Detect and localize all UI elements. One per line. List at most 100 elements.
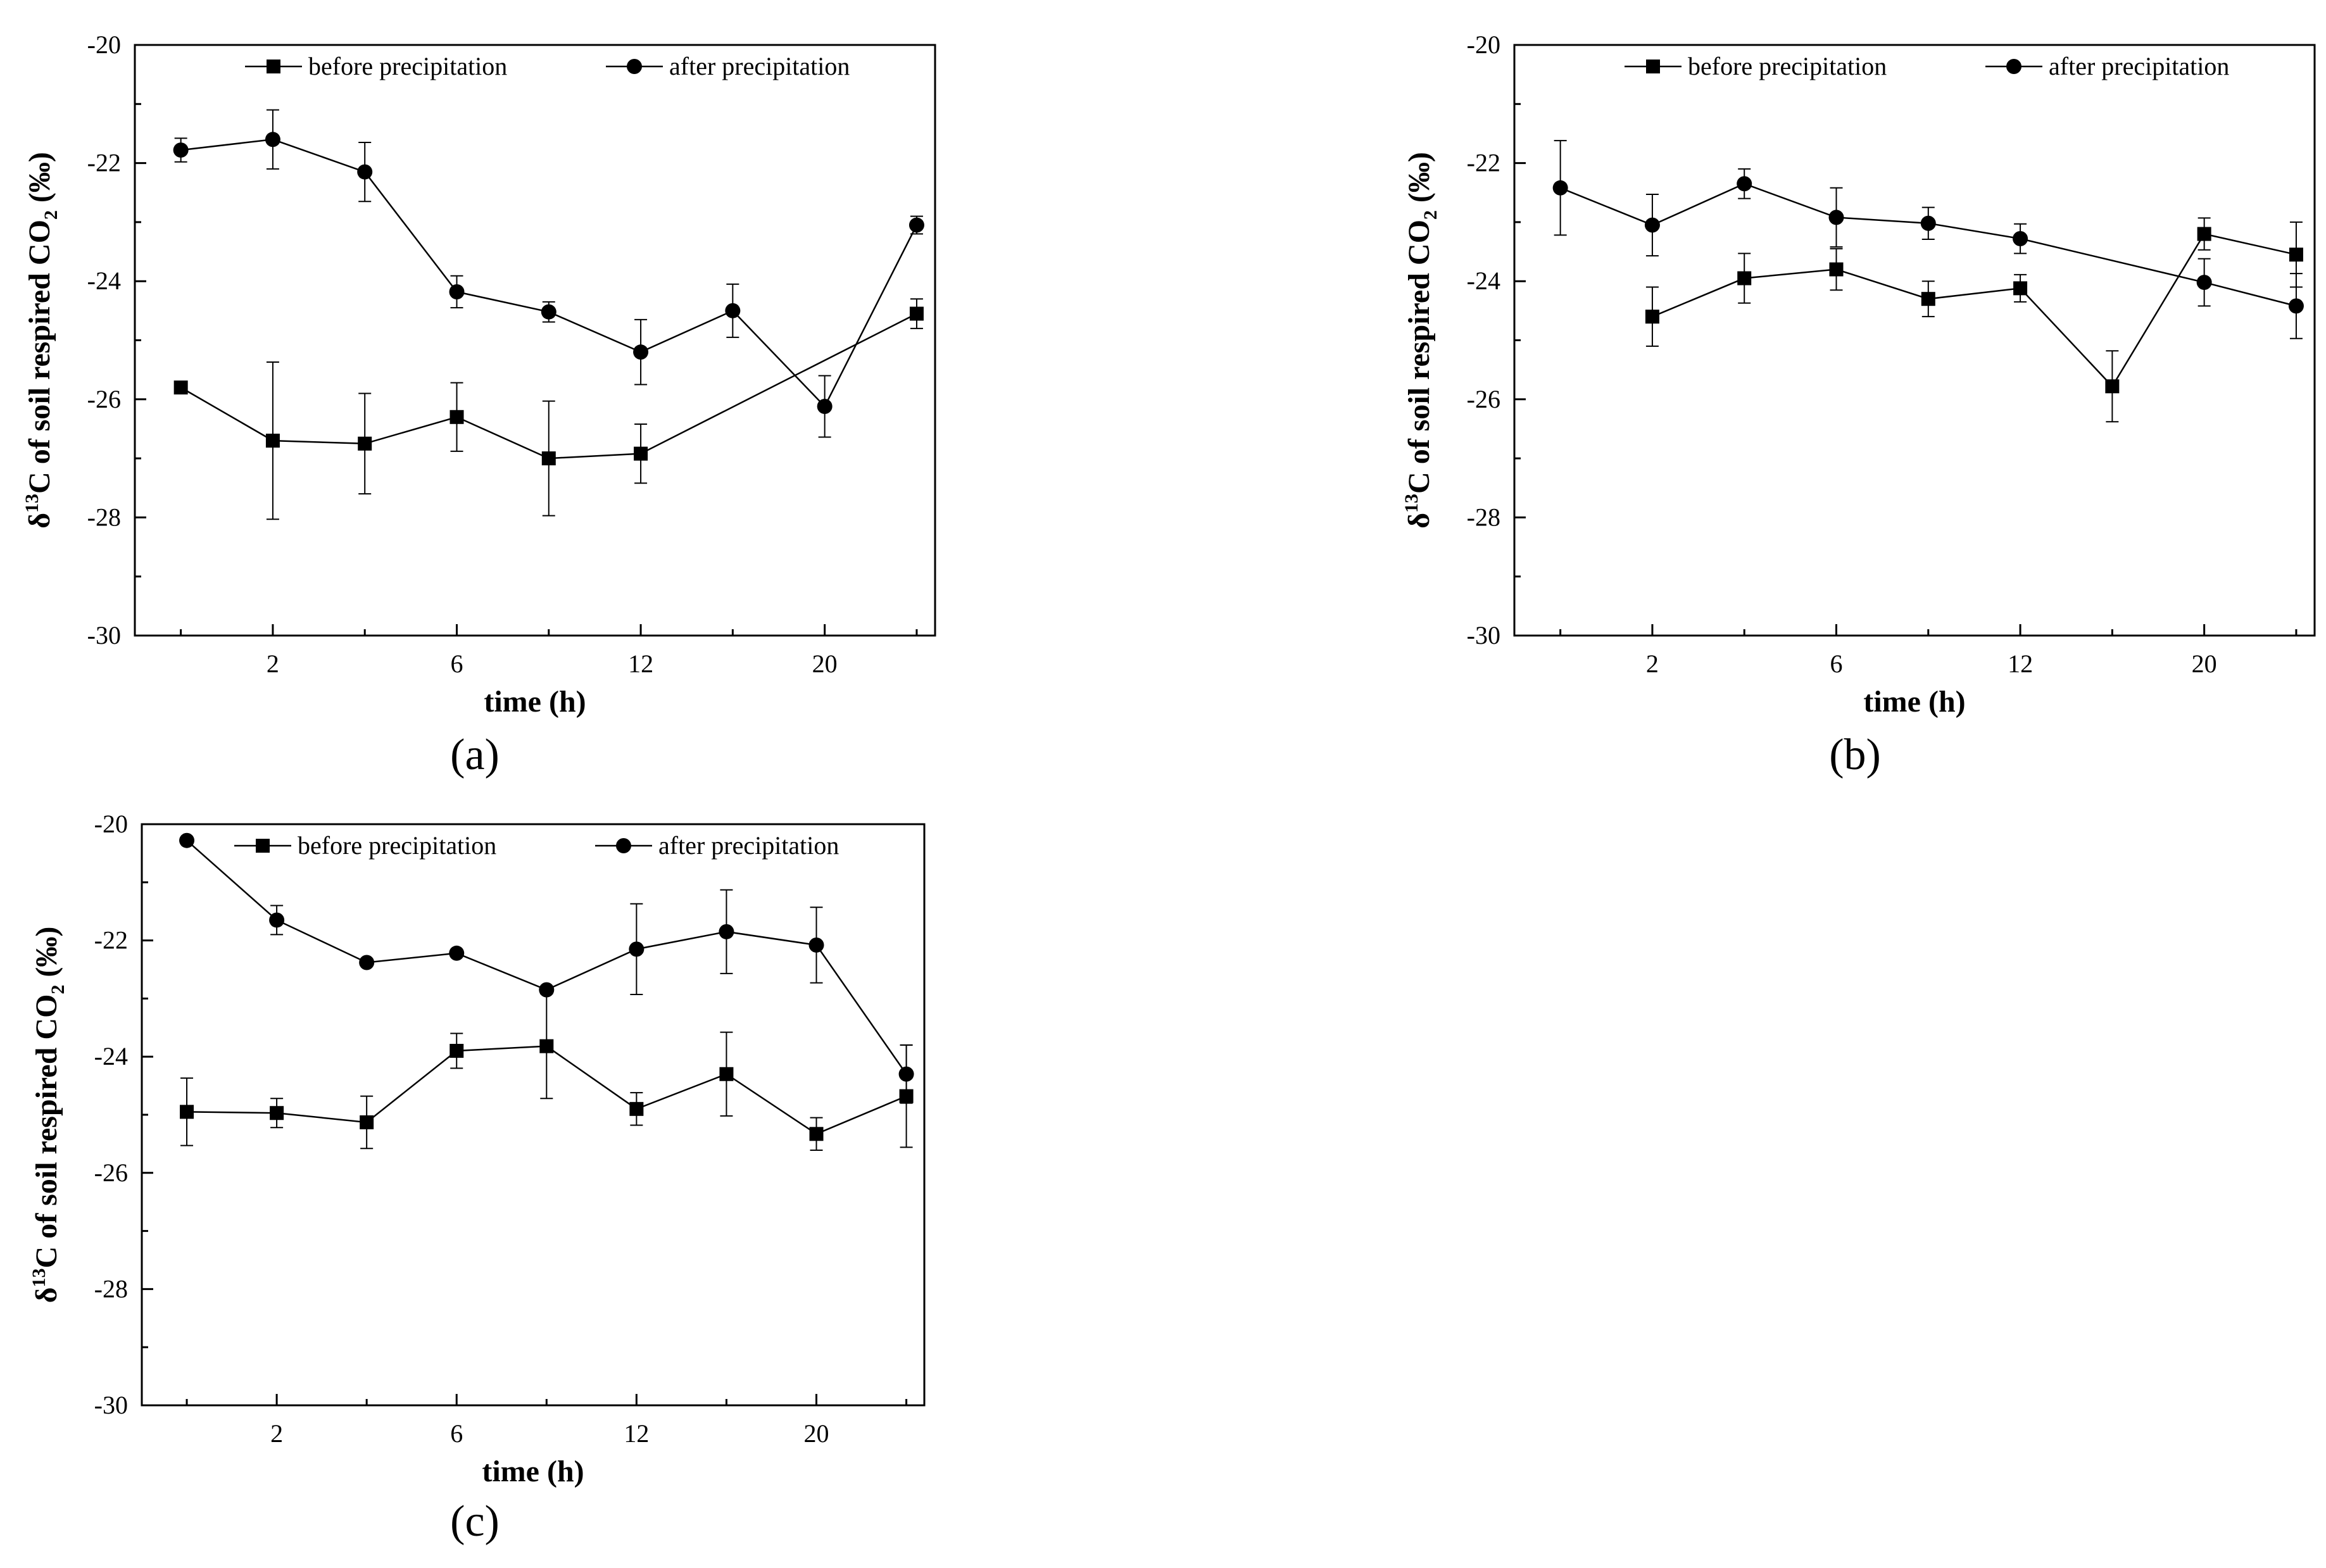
y-tick-label: -28	[1467, 503, 1500, 531]
legend-label: before precipitation	[308, 52, 507, 80]
data-point-square	[1737, 271, 1752, 285]
y-tick-label: -24	[1467, 267, 1500, 295]
data-point-circle	[541, 304, 556, 320]
series-line	[1652, 233, 2297, 388]
legend-label: after precipitation	[2049, 52, 2229, 80]
data-point-circle	[173, 142, 189, 158]
data-point-circle	[725, 303, 741, 318]
data-point-circle	[629, 941, 644, 957]
data-point-circle	[898, 1066, 914, 1082]
y-tick-label: -24	[94, 1042, 128, 1070]
data-point-square	[634, 446, 648, 461]
y-axis-title-part: (‰)	[1402, 152, 1436, 210]
x-tick-label: 2	[1646, 649, 1659, 678]
x-tick-label: 2	[270, 1419, 283, 1448]
plot-frame	[141, 823, 926, 1407]
series-line	[1560, 182, 2297, 307]
plot-frame	[1513, 44, 2316, 637]
legend-label: after precipitation	[658, 831, 839, 860]
data-point-square	[265, 434, 280, 448]
y-tick-label: -26	[94, 1158, 128, 1187]
data-point-circle	[908, 217, 924, 233]
data-point-square	[270, 1106, 284, 1120]
data-point-circle	[539, 982, 555, 998]
y-axis-title-part: C of soil respired CO	[1402, 220, 1436, 494]
y-axis-title-part: C of soil respired CO	[23, 220, 56, 494]
data-point-circle	[2013, 231, 2028, 247]
data-point-square	[809, 1127, 824, 1141]
panel-label: (c)	[450, 1497, 500, 1546]
data-point-circle	[449, 945, 465, 961]
y-tick-label: -24	[87, 267, 121, 295]
y-axis-title-part: 13	[28, 1268, 49, 1287]
data-point-circle	[2288, 298, 2304, 314]
data-point-square	[180, 1105, 194, 1119]
legend-marker-square	[256, 839, 270, 853]
y-axis-title-part: δ	[30, 1287, 63, 1303]
data-point-circle	[808, 937, 824, 953]
y-tick-label: -22	[94, 926, 128, 955]
data-point-circle	[1552, 180, 1568, 196]
data-point-square	[629, 1101, 644, 1116]
legend: before precipitation after precipitation	[1625, 52, 2229, 80]
y-axis-title-part: 2	[41, 210, 61, 220]
x-axis-title: time (h)	[1863, 685, 1965, 718]
series-after	[1552, 140, 2304, 339]
data-point-circle	[1644, 217, 1660, 233]
data-point-circle	[357, 164, 373, 180]
data-point-circle	[1828, 210, 1844, 225]
legend-marker-circle	[2006, 59, 2021, 74]
x-tick-label: 6	[1830, 649, 1843, 678]
x-tick-label: 20	[804, 1419, 829, 1448]
y-tick-label: -28	[87, 503, 121, 531]
y-tick-label: -22	[87, 149, 121, 177]
data-point-square	[2105, 379, 2120, 394]
legend-label: after precipitation	[669, 52, 850, 80]
data-point-circle	[359, 955, 375, 970]
data-point-square	[360, 1115, 374, 1129]
data-point-square	[719, 1067, 734, 1081]
x-tick-label: 20	[812, 649, 838, 678]
y-axis-title-part: 2	[1420, 210, 1441, 220]
y-axis-title: δ13C of soil respired CO2 (‰)	[1401, 152, 1441, 529]
x-axis-title: time (h)	[484, 685, 586, 718]
plot-frame	[134, 44, 936, 637]
data-point-square	[539, 1039, 554, 1053]
y-axis-title-part: C of soil respired CO	[30, 994, 63, 1269]
data-point-square	[909, 306, 924, 321]
legend: before precipitation after precipitation	[234, 831, 839, 860]
x-tick-label: 12	[624, 1419, 649, 1448]
data-point-square	[541, 451, 556, 466]
data-point-circle	[2196, 275, 2212, 291]
y-axis-title-part: 13	[1401, 494, 1422, 513]
data-point-circle	[269, 912, 285, 928]
legend-marker-circle	[616, 838, 631, 853]
data-point-square	[1829, 262, 1844, 277]
y-axis-title-part: 13	[22, 494, 42, 513]
data-point-circle	[817, 398, 833, 414]
data-point-circle	[1920, 215, 1936, 231]
y-axis-title-part: (‰)	[23, 152, 56, 210]
data-point-square	[2289, 248, 2303, 262]
data-point-square	[2197, 227, 2211, 241]
data-point-square	[449, 410, 464, 424]
y-axis-title-part: δ	[23, 513, 56, 529]
x-tick-label: 12	[2008, 649, 2033, 678]
data-point-circle	[1737, 176, 1752, 192]
series-after	[179, 832, 914, 1104]
data-point-circle	[633, 344, 649, 360]
y-axis-title-part: δ	[1402, 513, 1436, 529]
data-point-square	[173, 380, 188, 395]
y-axis-title-part: (‰)	[30, 927, 63, 985]
data-point-square	[1921, 292, 1935, 306]
y-tick-label: -26	[1467, 385, 1500, 413]
x-tick-label: 6	[451, 649, 463, 678]
chart-panel-c: -30 -28 -26 -24 -22 -20 2 6 12 20 time (h) δ13C of …	[28, 810, 926, 1546]
data-point-square	[1645, 310, 1659, 324]
chart-panel-b: -30 -28 -26 -24 -22 -20 2 6 12 20 time (h) δ13C of …	[1401, 30, 2316, 779]
y-tick-label: -20	[87, 30, 121, 59]
data-point-square	[449, 1044, 464, 1058]
data-point-circle	[179, 832, 195, 848]
legend-label: before precipitation	[1688, 52, 1887, 80]
y-tick-label: -26	[87, 385, 121, 413]
